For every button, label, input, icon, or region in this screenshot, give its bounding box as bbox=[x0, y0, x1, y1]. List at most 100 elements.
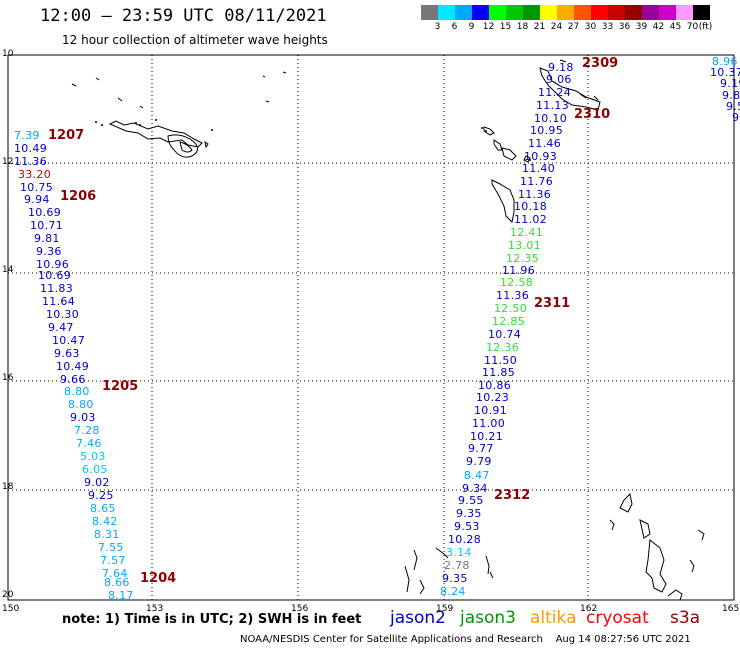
wave-height-value: 9.06 bbox=[546, 73, 572, 86]
wave-height-value: 9.34 bbox=[462, 482, 488, 495]
longitude-label: 153 bbox=[146, 604, 164, 614]
wave-height-value: 11.50 bbox=[484, 354, 517, 367]
legend-swatch bbox=[557, 5, 574, 20]
wave-height-value: 11.83 bbox=[40, 282, 73, 295]
legend-swatch bbox=[438, 5, 455, 20]
longitude-label: 150 bbox=[2, 604, 20, 614]
wave-height-value: 9.47 bbox=[48, 321, 74, 334]
legend-swatch bbox=[659, 5, 676, 20]
wave-height-value: 12.36 bbox=[486, 341, 519, 354]
legend-swatch bbox=[489, 5, 506, 20]
track-id-label: 1205 bbox=[102, 379, 139, 394]
wave-height-value: 2.78 bbox=[444, 559, 470, 572]
legend-label: 45 bbox=[669, 22, 682, 32]
latitude-label: 14 bbox=[2, 265, 14, 275]
satellite-cryosat-label: cryosat bbox=[586, 608, 649, 628]
wave-height-value: 9.53 bbox=[454, 520, 480, 533]
wave-height-value: 9.02 bbox=[84, 476, 110, 489]
wave-height-value: 10.21 bbox=[470, 430, 503, 443]
longitude-label: 162 bbox=[580, 604, 598, 614]
legend-swatch bbox=[642, 5, 659, 20]
legend-label: 18 bbox=[516, 22, 529, 32]
track-id-label: 2309 bbox=[582, 56, 619, 71]
wave-height-value: 3.14 bbox=[446, 546, 472, 559]
wave-height-value: 13.01 bbox=[508, 239, 541, 252]
wave-height-value: 6.05 bbox=[82, 463, 108, 476]
island-dots bbox=[95, 119, 531, 161]
wave-height-value: 8.80 bbox=[68, 398, 94, 411]
wave-height-value: 10.30 bbox=[46, 308, 79, 321]
wave-height-value: 10.47 bbox=[52, 334, 85, 347]
wave-height-value: 9.55 bbox=[458, 494, 484, 507]
wave-height-value: 33.20 bbox=[18, 168, 51, 181]
wave-height-value: 9.35 bbox=[456, 507, 482, 520]
legend-labels: 3 6 9 12 15 18 21 24 27 30 33 36 39 42 45 70 (ft) bbox=[421, 20, 713, 34]
track-id-label: 1204 bbox=[140, 571, 177, 586]
track-id-label: 1206 bbox=[60, 189, 97, 204]
latitude-label: 16 bbox=[2, 373, 14, 383]
wave-height-value: 10.18 bbox=[514, 200, 547, 213]
latitude-label: 18 bbox=[2, 482, 14, 492]
legend-label: 39 bbox=[635, 22, 648, 32]
wave-height-value: 9.36 bbox=[36, 245, 62, 258]
wave-height-value: 10.96 bbox=[36, 258, 69, 271]
wave-height-value: 8.47 bbox=[464, 469, 490, 482]
wave-height-value: 12.41 bbox=[510, 226, 543, 239]
wave-height-value: 8.96 bbox=[712, 55, 738, 68]
wave-height-value: 10.69 bbox=[28, 206, 61, 219]
wave-height-value: 12.85 bbox=[492, 315, 525, 328]
latitude-label: 20 bbox=[2, 590, 14, 600]
wave-height-value: 11.36 bbox=[496, 289, 529, 302]
wave-height-value: 9.81 bbox=[34, 232, 60, 245]
wave-height-value: 10.69 bbox=[38, 269, 71, 282]
legend-swatch bbox=[591, 5, 608, 20]
wave-height-value: 5.03 bbox=[80, 450, 106, 463]
note-text: note: 1) Time is in UTC; 2) SWH is in fe… bbox=[62, 612, 362, 627]
legend-swatch bbox=[421, 5, 438, 20]
satellite-altika-label: altika bbox=[530, 608, 577, 628]
wave-height-value: 7.46 bbox=[76, 437, 102, 450]
wave-height-value: 8.17 bbox=[108, 589, 134, 602]
legend-swatch bbox=[523, 5, 540, 20]
latitude-label: 12 bbox=[2, 157, 14, 167]
wave-height-value: 11.36 bbox=[14, 155, 47, 168]
wave-height-value: 10.10 bbox=[534, 112, 567, 125]
wave-height-value: 12.35 bbox=[506, 252, 539, 265]
legend-label: 3 bbox=[434, 22, 441, 32]
wave-height-value: 8.42 bbox=[92, 515, 118, 528]
footer-credit: NOAA/NESDIS Center for Satellite Applica… bbox=[240, 634, 691, 645]
wave-height-value: 10.95 bbox=[530, 124, 563, 137]
legend-swatch bbox=[625, 5, 642, 20]
wave-height-value: 8.65 bbox=[90, 502, 116, 515]
page-title: 12:00 – 23:59 UTC 08/11/2021 bbox=[40, 6, 327, 26]
legend-label: 9 bbox=[468, 22, 475, 32]
wave-height-value: 8.24 bbox=[440, 585, 466, 598]
wave-height-value: 7.55 bbox=[98, 541, 124, 554]
wave-height-value: 9.94 bbox=[24, 193, 50, 206]
wave-height-value: 9.66 bbox=[60, 373, 86, 386]
wave-height-value: 10.23 bbox=[476, 391, 509, 404]
wave-height-value: 11.24 bbox=[538, 86, 571, 99]
wave-height-value: 10.37 bbox=[710, 66, 740, 79]
legend-swatches bbox=[421, 5, 710, 20]
wave-height-value: 11.13 bbox=[536, 99, 569, 112]
wave-height-value: 11.36 bbox=[518, 188, 551, 201]
wave-height-value: 9.79 bbox=[466, 455, 492, 468]
track-id-label: 2312 bbox=[494, 488, 531, 503]
wave-height-value: 12.50 bbox=[494, 302, 527, 315]
track-id-label: 1207 bbox=[48, 128, 85, 143]
legend-swatch bbox=[472, 5, 489, 20]
coastlines bbox=[71, 59, 705, 601]
legend-swatch bbox=[540, 5, 557, 20]
wave-height-value: 10.71 bbox=[30, 219, 63, 232]
legend-label: 70 bbox=[686, 22, 699, 32]
satellite-jason3-label: jason3 bbox=[460, 608, 516, 628]
wave-height-value: 10.28 bbox=[448, 533, 481, 546]
wave-height-value: 9.63 bbox=[54, 347, 80, 360]
wave-height-value: 11.85 bbox=[482, 366, 515, 379]
wave-height-value: 9.8 bbox=[722, 89, 740, 102]
track-id-label: 2310 bbox=[574, 107, 611, 122]
track-id-label: 2311 bbox=[534, 296, 571, 311]
